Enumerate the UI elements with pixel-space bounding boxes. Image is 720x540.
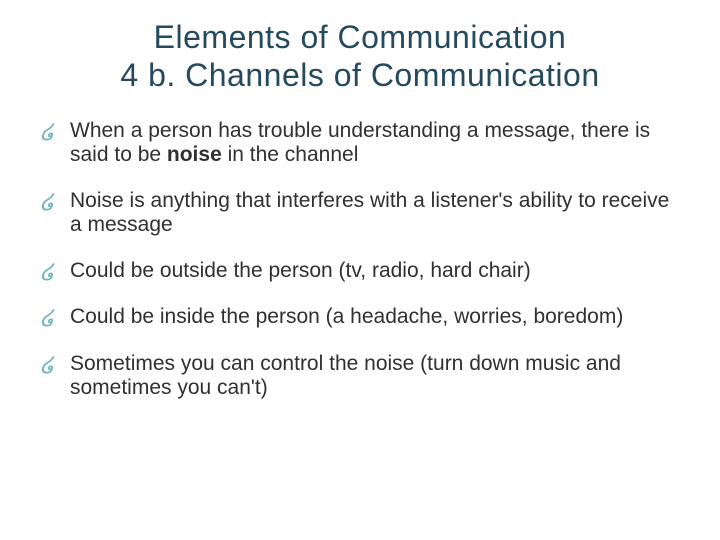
slide-title: Elements of Communication 4 b. Channels … bbox=[40, 18, 680, 95]
list-item: ໒ Noise is anything that interferes with … bbox=[40, 189, 680, 237]
slide: Elements of Communication 4 b. Channels … bbox=[0, 0, 720, 540]
knot-icon: ໒ bbox=[40, 261, 52, 283]
text-run: When a person has trouble understanding … bbox=[70, 119, 650, 166]
list-item-text: Could be outside the person (tv, radio, … bbox=[70, 259, 531, 282]
list-item-text: Could be inside the person (a headache, … bbox=[70, 305, 623, 328]
list-item-text: When a person has trouble understanding … bbox=[70, 119, 650, 166]
knot-icon: ໒ bbox=[40, 307, 52, 329]
title-line-2: 4 b. Channels of Communication bbox=[120, 57, 599, 93]
list-item: ໒ Sometimes you can control the noise (tu… bbox=[40, 352, 680, 400]
list-item-text: Sometimes you can control the noise (tur… bbox=[70, 352, 621, 399]
text-run: Noise is anything that interferes with a… bbox=[70, 189, 669, 236]
text-run: Sometimes you can control the noise (tur… bbox=[70, 352, 621, 399]
knot-icon: ໒ bbox=[40, 354, 52, 376]
list-item: ໒ Could be outside the person (tv, radio,… bbox=[40, 259, 680, 283]
text-run: in the channel bbox=[222, 143, 359, 166]
bold-text-run: noise bbox=[167, 143, 222, 166]
knot-icon: ໒ bbox=[40, 191, 52, 213]
list-item: ໒ Could be inside the person (a headache,… bbox=[40, 305, 680, 329]
list-item: ໒ When a person has trouble understanding… bbox=[40, 119, 680, 167]
list-item-text: Noise is anything that interferes with a… bbox=[70, 189, 669, 236]
knot-icon: ໒ bbox=[40, 121, 52, 143]
bullet-list: ໒ When a person has trouble understanding… bbox=[40, 119, 680, 400]
text-run: Could be outside the person (tv, radio, … bbox=[70, 259, 531, 282]
title-line-1: Elements of Communication bbox=[154, 19, 567, 55]
text-run: Could be inside the person (a headache, … bbox=[70, 305, 623, 328]
